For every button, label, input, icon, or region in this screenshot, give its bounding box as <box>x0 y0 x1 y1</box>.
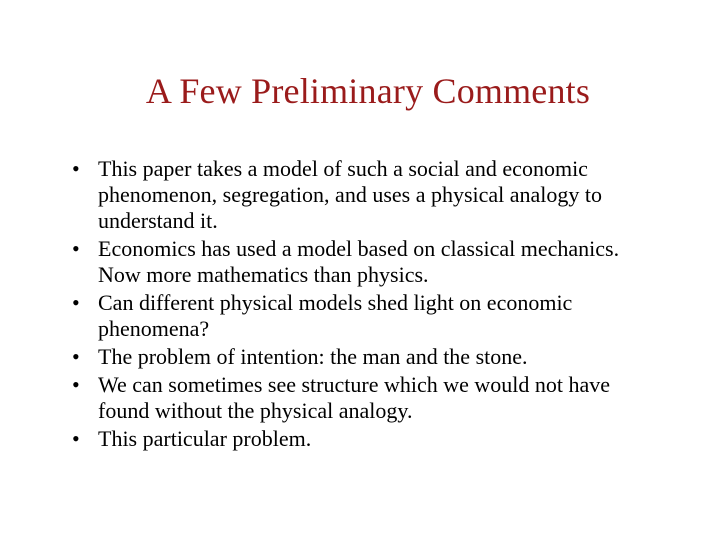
list-item: This particular problem. <box>72 426 664 452</box>
bullet-text: We can sometimes see structure which we … <box>98 372 610 423</box>
bullet-text: Economics has used a model based on clas… <box>98 236 619 287</box>
slide-title: A Few Preliminary Comments <box>72 70 664 112</box>
bullet-text: This paper takes a model of such a socia… <box>98 156 602 233</box>
list-item: Can different physical models shed light… <box>72 290 664 342</box>
list-item: Economics has used a model based on clas… <box>72 236 664 288</box>
list-item: This paper takes a model of such a socia… <box>72 156 664 234</box>
bullet-text: Can different physical models shed light… <box>98 290 572 341</box>
bullet-list: This paper takes a model of such a socia… <box>72 156 664 451</box>
bullet-text: The problem of intention: the man and th… <box>98 344 528 369</box>
bullet-text: This particular problem. <box>98 426 311 451</box>
list-item: We can sometimes see structure which we … <box>72 372 664 424</box>
slide: A Few Preliminary Comments This paper ta… <box>0 0 720 540</box>
list-item: The problem of intention: the man and th… <box>72 344 664 370</box>
